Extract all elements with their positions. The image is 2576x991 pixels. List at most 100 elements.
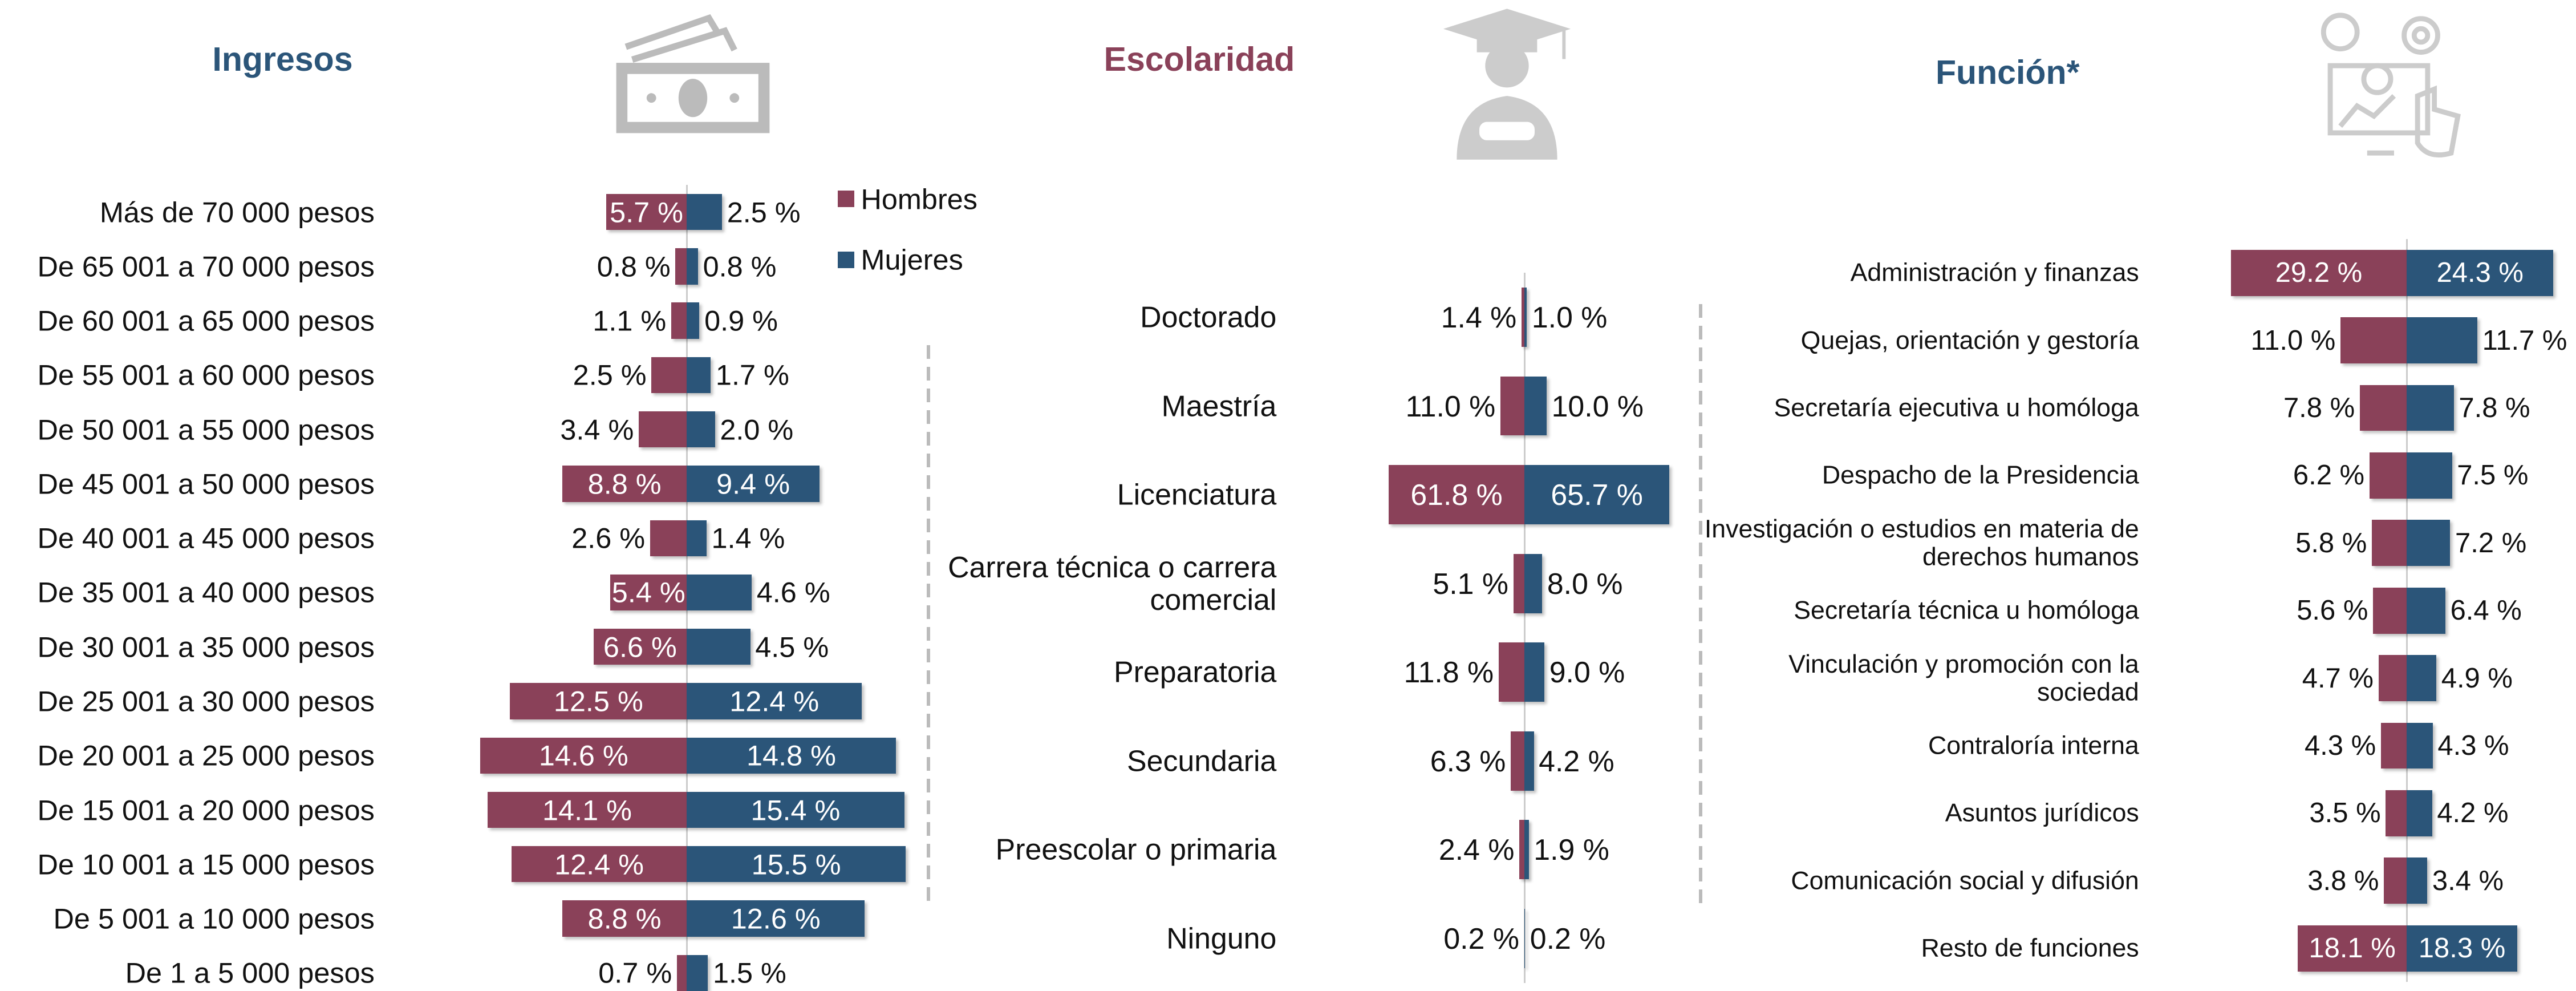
bar <box>2380 722 2407 769</box>
bar <box>2230 249 2407 296</box>
bar <box>1511 731 1525 791</box>
value-label: 5.7 % <box>610 196 683 229</box>
bar <box>651 357 687 394</box>
bar <box>1521 288 1525 347</box>
value-label: 65.7 % <box>1551 478 1643 512</box>
value-label: 7.2 % <box>2455 527 2527 559</box>
bar <box>687 683 862 719</box>
function-icon <box>2321 13 2461 157</box>
value-label: 1.5 % <box>712 956 786 989</box>
category-label: Preparatoria <box>1114 655 1277 689</box>
category-label: Más de 70 000 pesos <box>99 195 375 228</box>
category-label: Preescolar o primaria <box>995 832 1277 866</box>
bar <box>2407 925 2517 972</box>
category-label: Investigación o estudios en materia de d… <box>1704 515 2139 571</box>
value-label: 5.6 % <box>2297 595 2368 626</box>
bar <box>1524 909 1526 968</box>
value-label: 1.1 % <box>593 304 667 337</box>
bar <box>610 574 687 611</box>
value-label: 4.3 % <box>2437 730 2509 761</box>
value-label: 8.8 % <box>587 902 662 935</box>
bar <box>675 248 687 285</box>
value-label: 2.6 % <box>571 521 646 555</box>
value-label: 11.0 % <box>2250 325 2336 356</box>
value-label: 12.4 % <box>554 848 644 881</box>
category-label: Doctorado <box>1140 300 1277 334</box>
bar <box>687 846 906 883</box>
category-label: Asuntos jurídicos <box>1945 799 2139 827</box>
category-label: Secundaria <box>1127 744 1277 778</box>
value-label: 1.9 % <box>1534 833 1609 867</box>
category-label: Licenciatura <box>1117 478 1277 511</box>
bar <box>1524 465 1669 524</box>
value-label: 0.2 % <box>1443 921 1519 955</box>
category-label: De 30 001 a 35 000 pesos <box>37 630 375 664</box>
bar <box>1500 376 1525 436</box>
bar <box>2407 385 2454 431</box>
value-label: 4.2 % <box>1539 744 1614 778</box>
category-label: Resto de funciones <box>1921 934 2139 962</box>
value-label: 18.1 % <box>2309 933 2396 964</box>
bar <box>687 629 751 665</box>
bar <box>2373 587 2407 634</box>
value-label: 7.8 % <box>2283 392 2355 423</box>
bar <box>2407 857 2428 904</box>
value-label: 9.0 % <box>1549 656 1625 689</box>
value-label: 12.4 % <box>729 685 820 718</box>
category-label: De 10 001 a 15 000 pesos <box>37 848 375 881</box>
value-label: 2.4 % <box>1438 833 1515 867</box>
bar <box>2407 587 2445 634</box>
bar <box>1524 553 1543 613</box>
value-label: 14.1 % <box>542 794 632 827</box>
category-label: Ninguno <box>1166 921 1277 955</box>
value-label: 14.6 % <box>538 739 628 772</box>
bar <box>687 954 708 991</box>
panel-title: Función* <box>1935 53 2080 91</box>
value-label: 4.2 % <box>2437 798 2509 829</box>
value-label: 8.8 % <box>587 467 662 500</box>
value-label: 6.4 % <box>2450 595 2522 626</box>
category-label: De 35 001 a 40 000 pesos <box>37 576 375 609</box>
value-label: 3.4 % <box>2432 865 2504 896</box>
category-label: De 25 001 a 30 000 pesos <box>37 685 375 718</box>
value-label: 8.0 % <box>1547 567 1623 600</box>
value-label: 4.7 % <box>2302 662 2374 694</box>
legend-label: Mujeres <box>861 243 963 276</box>
bar <box>511 846 687 883</box>
value-label: 12.6 % <box>731 902 821 935</box>
category-label: De 5 001 a 10 000 pesos <box>53 902 375 935</box>
category-label: De 60 001 a 65 000 pesos <box>37 304 375 337</box>
bar <box>687 737 896 774</box>
bar <box>687 193 723 230</box>
value-label: 4.6 % <box>756 576 830 609</box>
value-label: 11.7 % <box>2482 325 2567 356</box>
value-label: 5.1 % <box>1433 567 1508 600</box>
bar <box>687 466 820 502</box>
value-label: 12.5 % <box>553 685 643 718</box>
bar <box>2407 655 2437 701</box>
category-label: Quejas, orientación y gestoría <box>1800 326 2139 355</box>
center-axis <box>1523 273 1526 983</box>
value-label: 3.4 % <box>560 413 634 446</box>
bar <box>2407 317 2477 363</box>
value-label: 15.4 % <box>751 794 841 827</box>
value-label: 24.3 % <box>2436 257 2524 289</box>
bar <box>606 193 687 230</box>
category-label: Secretaría técnica u homóloga <box>1794 596 2139 625</box>
bar <box>1519 820 1525 880</box>
value-label: 29.2 % <box>2275 257 2363 289</box>
graduate-icon <box>1443 9 1571 160</box>
category-label: Secretaría ejecutiva u homóloga <box>1774 394 2139 422</box>
category-label: De 15 001 a 20 000 pesos <box>37 793 375 826</box>
bar <box>2378 655 2407 701</box>
bar <box>687 411 715 448</box>
panel-title: Ingresos <box>212 40 353 78</box>
value-label: 0.8 % <box>703 250 777 283</box>
legend-label: Hombres <box>861 183 977 216</box>
value-label: 5.8 % <box>2295 527 2367 559</box>
category-label: De 40 001 a 45 000 pesos <box>37 521 375 555</box>
value-label: 5.4 % <box>611 576 685 609</box>
value-label: 1.4 % <box>711 521 785 555</box>
value-label: 0.7 % <box>598 956 672 989</box>
value-label: 2.5 % <box>573 358 647 391</box>
